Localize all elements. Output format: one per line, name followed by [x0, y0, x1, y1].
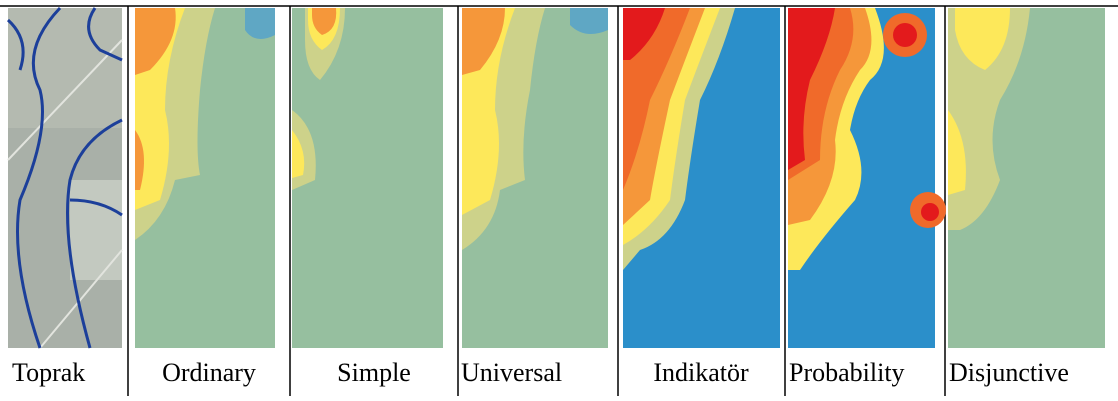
- caption: Ordinary: [162, 358, 256, 387]
- probability-map: [788, 8, 946, 348]
- caption: Probability: [789, 358, 905, 387]
- simple-map: [292, 8, 443, 348]
- ordinary-map: [135, 8, 275, 348]
- caption: Toprak: [12, 358, 85, 387]
- toprak-image: [8, 8, 122, 348]
- caption: Universal: [461, 358, 562, 387]
- universal-map: [462, 8, 608, 348]
- figure-table: Toprak Ordinary Simple Universal Indikat…: [0, 0, 1118, 401]
- caption: Indikatör: [653, 358, 749, 387]
- disjunctive-map: [948, 8, 1105, 348]
- caption: Disjunctive: [949, 358, 1069, 387]
- caption: Simple: [337, 358, 411, 387]
- indikator-map: [623, 8, 780, 348]
- captions: Toprak Ordinary Simple Universal Indikat…: [12, 358, 1069, 387]
